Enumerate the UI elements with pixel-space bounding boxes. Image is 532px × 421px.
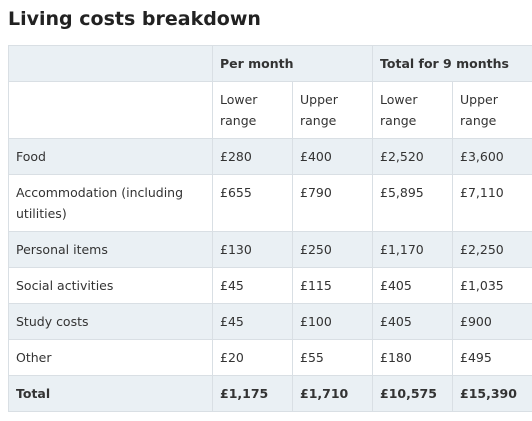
cost-cell: £3,600 (452, 138, 532, 175)
row-label: Food (8, 138, 213, 175)
cost-cell: £400 (291, 138, 374, 175)
data-row: Accommodation (including utilities) £655 £… (8, 174, 532, 232)
group-header: Per month (211, 45, 374, 82)
row-label: Total (8, 375, 213, 412)
cost-cell: £495 (452, 339, 532, 376)
group-header-row: Per month Total for 9 months (8, 45, 532, 82)
cost-cell: £405 (372, 303, 454, 340)
row-label: Other (8, 339, 213, 376)
cost-cell: £20 (212, 339, 293, 376)
cost-cell: £10,575 (372, 375, 454, 412)
column-header: Upper range (291, 81, 374, 139)
cost-cell: £45 (212, 303, 293, 340)
data-row: Other £20 £55 £180 £495 (8, 339, 532, 376)
table-wrap: Per month Total for 9 months Lower range Up… (8, 45, 532, 412)
cost-cell: £1,710 (291, 375, 374, 412)
cost-cell: £1,170 (372, 231, 454, 268)
row-label: Social activities (8, 267, 213, 304)
cost-cell: £250 (291, 231, 374, 268)
column-header: Lower range (212, 81, 293, 139)
column-header: Lower range (372, 81, 454, 139)
cost-cell: £405 (372, 267, 454, 304)
empty-cell (8, 45, 213, 82)
column-header: Upper range (452, 81, 532, 139)
cost-cell: £2,520 (372, 138, 454, 175)
cost-cell: £55 (291, 339, 374, 376)
cost-cell: £5,895 (372, 174, 454, 232)
row-label: Personal items (8, 231, 213, 268)
cost-cell: £280 (212, 138, 293, 175)
cost-cell: £655 (212, 174, 293, 232)
empty-cell (8, 81, 213, 139)
cost-cell: £180 (372, 339, 454, 376)
data-row: Social activities £45 £115 £405 £1,035 (8, 267, 532, 304)
cost-cell: £1,035 (452, 267, 532, 304)
cost-cell: £7,110 (452, 174, 532, 232)
row-label: Study costs (8, 303, 213, 340)
cost-cell: £790 (291, 174, 374, 232)
row-label: Accommodation (including utilities) (8, 174, 213, 232)
column-header-row: Lower range Upper range Lower range Upper r… (8, 81, 532, 139)
cost-cell: £100 (291, 303, 374, 340)
costs-table: Per month Total for 9 months Lower range Up… (8, 45, 532, 412)
title: Living costs breakdown (8, 8, 261, 30)
cost-cell: £115 (291, 267, 374, 304)
cost-cell: £900 (452, 303, 532, 340)
cost-cell: £130 (212, 231, 293, 268)
cost-cell: £1,175 (212, 375, 293, 412)
cost-cell: £2,250 (452, 231, 532, 268)
data-row: Study costs £45 £100 £405 £900 (8, 303, 532, 340)
data-row: Food £280 £400 £2,520 £3,600 (8, 138, 532, 175)
cost-cell: £15,390 (452, 375, 532, 412)
group-header: Total for 9 months (372, 45, 532, 82)
cost-cell: £45 (212, 267, 293, 304)
data-row: Personal items £130 £250 £1,170 £2,250 (8, 231, 532, 268)
total-row: Total £1,175 £1,710 £10,575 £15,390 (8, 375, 532, 412)
